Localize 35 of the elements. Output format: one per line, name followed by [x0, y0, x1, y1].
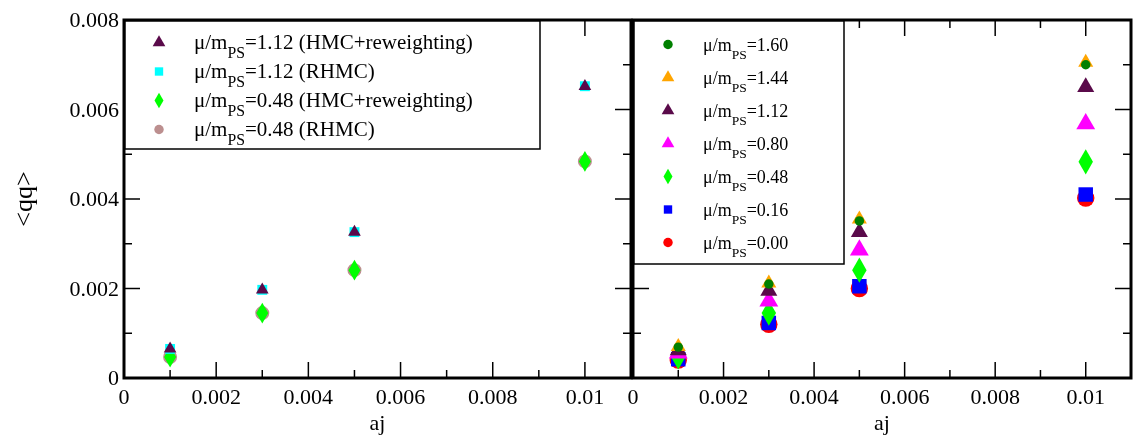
x-tick-label: 0.002	[191, 384, 241, 409]
legend-label: μ/m$_{PS}$=1.44	[703, 67, 789, 94]
legend-label: μ/m$_{PS}$=1.12 (HMC+reweighting)	[194, 29, 473, 60]
legend-label: μ/m$_{PS}$=1.12	[703, 100, 789, 127]
point	[1076, 112, 1096, 130]
legend-label: μ/m$_{PS}$=1.12 (RHMC)	[194, 58, 375, 89]
legend-label: μ/m$_{PS}$=0.48 (HMC+reweighting)	[194, 87, 473, 118]
legend-label: μ/m$_{PS}$=0.00	[703, 232, 789, 259]
legend-label: μ/m$_{PS}$=0.48	[703, 166, 789, 193]
x-tick-label: 0.004	[789, 384, 839, 409]
x-tick-label: 0	[627, 384, 639, 409]
point	[852, 279, 867, 294]
y-tick-label: 0.006	[69, 96, 119, 122]
x-axis-title: aj	[369, 410, 386, 435]
point	[1077, 77, 1095, 93]
x-tick-label: 0.008	[970, 384, 1020, 409]
point	[1078, 187, 1093, 202]
x-tick-label: 0.004	[283, 384, 334, 409]
y-tick-label: 0	[108, 365, 119, 390]
x-tick-label: 0.01	[1066, 384, 1105, 409]
x-tick-label: 0.002	[698, 384, 749, 409]
x-tick-label: 0.008	[467, 384, 518, 409]
legend-label: μ/m$_{PS}$=0.16	[703, 199, 789, 226]
y-tick-label: 0.008	[69, 7, 119, 32]
x-tick-label: 0.006	[879, 384, 930, 409]
x-axis-title: aj	[874, 410, 890, 435]
y-axis-title: <qq>	[9, 171, 38, 227]
y-tick-label: 0.004	[69, 186, 119, 211]
legend-label: μ/m$_{PS}$=0.48 (RHMC)	[194, 116, 375, 147]
point	[849, 239, 869, 256]
legend-label: μ/m$_{PS}$=1.60	[703, 34, 789, 61]
y-tick-label: 0.002	[69, 275, 119, 301]
x-tick-label: 0.01	[565, 384, 605, 409]
x-tick-label: 0.006	[375, 384, 426, 409]
legend-label: μ/m$_{PS}$=0.80	[703, 133, 789, 160]
